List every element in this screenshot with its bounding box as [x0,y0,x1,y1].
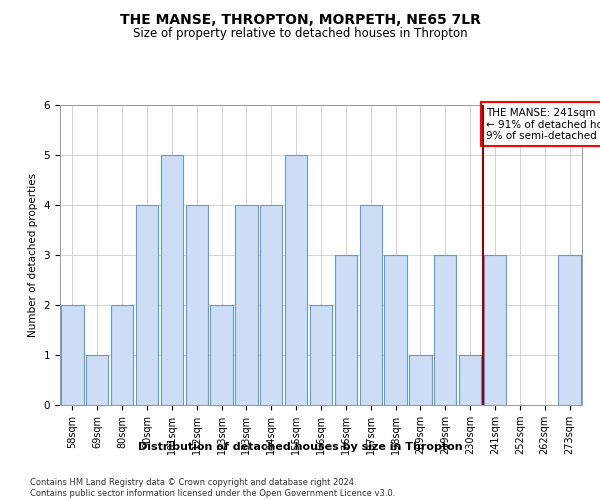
Bar [61,305,83,405]
Text: Distribution of detached houses by size in Thropton: Distribution of detached houses by size … [137,442,463,452]
Bar [409,355,431,405]
Bar [310,305,332,405]
Bar [260,205,283,405]
Bar [335,255,357,405]
Bar [285,155,307,405]
Bar [434,255,457,405]
Bar [559,255,581,405]
Bar [86,355,109,405]
Text: THE MANSE: 241sqm
← 91% of detached houses are smaller (41)
9% of semi-detached : THE MANSE: 241sqm ← 91% of detached hous… [486,108,600,140]
Text: THE MANSE, THROPTON, MORPETH, NE65 7LR: THE MANSE, THROPTON, MORPETH, NE65 7LR [119,12,481,26]
Text: Size of property relative to detached houses in Thropton: Size of property relative to detached ho… [133,28,467,40]
Y-axis label: Number of detached properties: Number of detached properties [28,173,38,337]
Bar [484,255,506,405]
Bar [136,205,158,405]
Bar [385,255,407,405]
Bar [185,205,208,405]
Bar [161,155,183,405]
Bar [211,305,233,405]
Text: Contains HM Land Registry data © Crown copyright and database right 2024.
Contai: Contains HM Land Registry data © Crown c… [30,478,395,498]
Bar [359,205,382,405]
Bar [459,355,481,405]
Bar [111,305,133,405]
Bar [235,205,257,405]
